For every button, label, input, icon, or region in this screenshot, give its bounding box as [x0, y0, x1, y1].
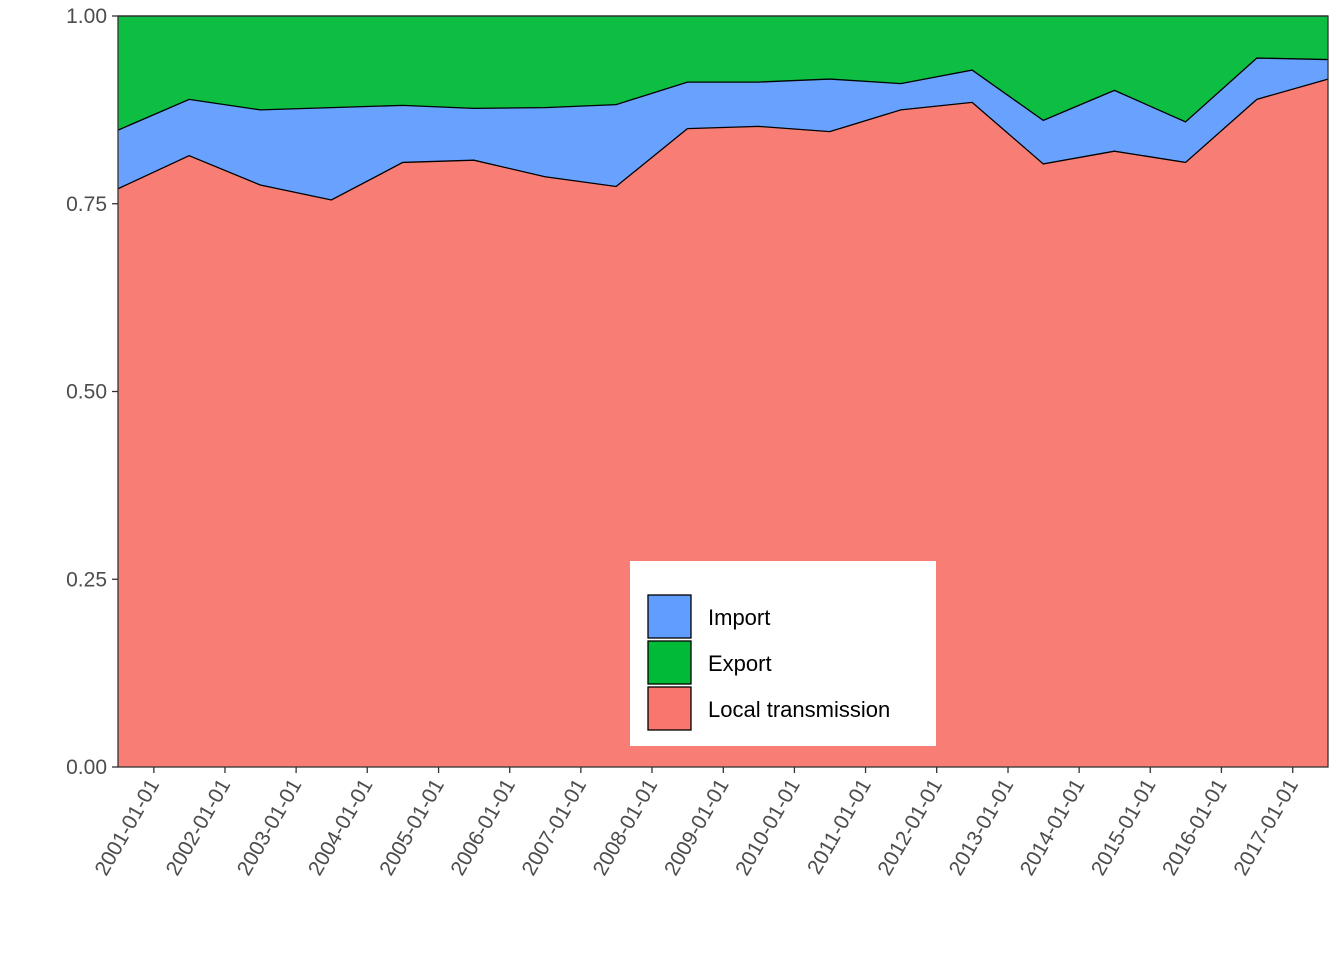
- area-layer: [118, 16, 1328, 768]
- boundary-line-local-transmission: [117, 78, 1329, 201]
- x-tick-label: 2002-01-01: [162, 775, 236, 880]
- x-axis: 2001-01-012002-01-012003-01-012004-01-01…: [91, 767, 1303, 880]
- x-tick-label: 2001-01-01: [91, 775, 165, 880]
- legend-key-export: [647, 640, 692, 685]
- x-tick-label: 2013-01-01: [945, 775, 1019, 880]
- x-tick-label: 2004-01-01: [304, 775, 378, 880]
- x-tick-label: 2014-01-01: [1016, 775, 1090, 880]
- x-tick-label: 2016-01-01: [1158, 775, 1232, 880]
- legend-label-local-transmission: Local transmission: [708, 697, 890, 722]
- x-tick-label: 2011-01-01: [803, 775, 876, 878]
- y-tick-label: 0.00: [66, 756, 107, 779]
- y-tick-label: 0.25: [66, 568, 107, 591]
- x-tick-label: 2007-01-01: [518, 775, 592, 880]
- legend-key-local-transmission: [647, 686, 692, 731]
- x-tick-label: 2005-01-01: [375, 775, 449, 880]
- y-tick-label: 0.50: [66, 381, 107, 404]
- area-local-transmission: [118, 79, 1328, 768]
- legend-label-import: Import: [708, 605, 770, 630]
- legend-key-import: [647, 594, 692, 639]
- x-tick-label: 2006-01-01: [446, 775, 520, 880]
- boundary-line-import: [117, 57, 1329, 131]
- x-tick-label: 2017-01-01: [1229, 775, 1303, 880]
- legend: Import Export Local transmission: [630, 561, 936, 746]
- x-tick-label: 2008-01-01: [589, 775, 663, 880]
- x-tick-label: 2015-01-01: [1087, 775, 1161, 880]
- x-tick-label: 2012-01-01: [873, 775, 947, 880]
- x-tick-label: 2009-01-01: [660, 775, 734, 880]
- y-axis: 0.00 0.25 0.50 0.75 1.00: [66, 5, 118, 779]
- x-tick-label: 2010-01-01: [731, 775, 805, 880]
- y-tick-label: 1.00: [66, 5, 107, 28]
- x-tick-label: 2003-01-01: [233, 775, 307, 880]
- area-export: [118, 16, 1328, 131]
- legend-label-export: Export: [708, 651, 772, 676]
- area-import: [118, 58, 1328, 200]
- y-tick-label: 0.75: [66, 193, 107, 216]
